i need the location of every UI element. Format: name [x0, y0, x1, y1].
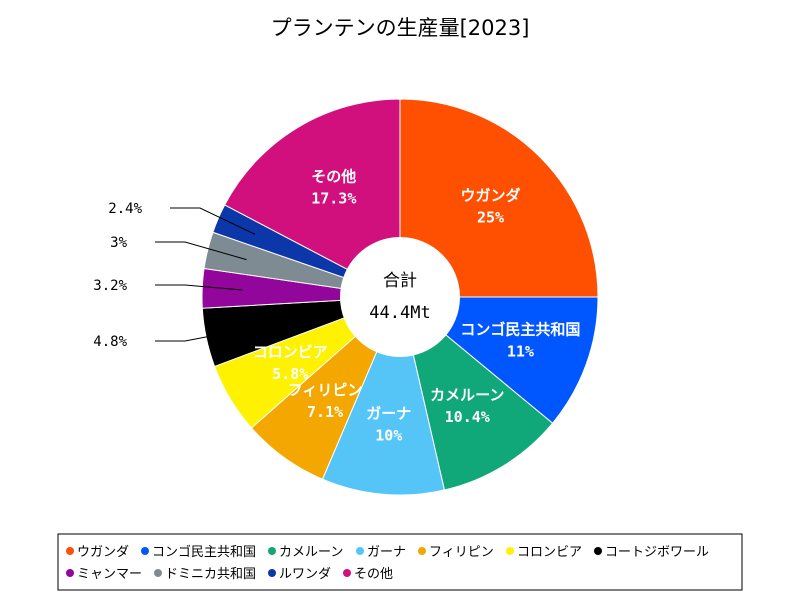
legend-label-0: ウガンダ: [77, 545, 129, 560]
legend-marker-4: [418, 547, 426, 555]
legend-marker-7: [66, 569, 74, 577]
slice-5-value-label: 5.8%: [272, 365, 308, 383]
legend-marker-8: [154, 569, 162, 577]
slice-labels: ウガンダ 25% コンゴ民主共和国 11% カメルーン 10.4% ガーナ 10% フィリピン 7…: [93, 167, 580, 444]
legend-label-1: コンゴ民主共和国: [152, 544, 256, 560]
slice-3-value-label: 10%: [375, 427, 402, 445]
slice-10-name-label: その他: [311, 167, 356, 185]
legend-label-5: コロンビア: [517, 545, 582, 560]
slice-2-value-label: 10.4%: [445, 408, 490, 426]
slice-7-value-label: 3.2%: [93, 278, 127, 294]
slice-10-value-label: 17.3%: [311, 189, 356, 207]
legend-marker-6: [594, 547, 602, 555]
legend-label-8: ドミニカ共和国: [165, 567, 256, 582]
legend-marker-5: [506, 547, 514, 555]
slice-4-name-label: フィリピン: [288, 381, 363, 399]
slice-10: [224, 98, 401, 298]
legend: ウガンダ コンゴ民主共和国 カメルーン ガーナ フィリピン コロンビア コートジボワールミャ…: [66, 544, 709, 582]
slice-1-value-label: 11%: [507, 342, 534, 360]
slice-7-leader-line: [155, 284, 243, 291]
legend-label-2: カメルーン: [279, 545, 343, 560]
legend-marker-10: [343, 569, 351, 577]
slice-0-value-label: 25%: [477, 208, 504, 226]
donut-hole: [340, 237, 460, 357]
legend-marker-1: [141, 547, 149, 555]
slice-3-name-label: ガーナ: [366, 405, 411, 423]
legend-marker-9: [268, 569, 276, 577]
slice-9-value-label: 2.4%: [108, 201, 142, 217]
slice-2: [399, 295, 554, 491]
legend-marker-3: [356, 547, 364, 555]
slice-3: [321, 295, 446, 496]
legend-label-7: ミャンマー: [77, 567, 142, 582]
slice-8-leader-line: [155, 241, 247, 261]
slice-0-name-label: ウガンダ: [461, 186, 521, 204]
legend-label-9: ルワンダ: [279, 567, 331, 582]
legend-label-6: コートジボワール: [605, 545, 709, 560]
slice-4-value-label: 7.1%: [307, 403, 343, 421]
slice-2-name-label: カメルーン: [430, 386, 504, 404]
slice-6-value-label: 4.8%: [93, 334, 127, 350]
slice-8-value-label: 3%: [110, 235, 127, 251]
slice-0: [399, 98, 599, 298]
legend-label-3: ガーナ: [367, 545, 406, 560]
slice-1-name-label: コンゴ民主共和国: [460, 320, 580, 338]
legend-marker-2: [268, 547, 276, 555]
slice-9-leader-line: [170, 207, 256, 235]
legend-box: [57, 533, 743, 591]
legend-marker-0: [66, 547, 74, 555]
legend-label-10: その他: [354, 567, 393, 582]
slice-5-name-label: コロンビア: [253, 343, 328, 361]
center-label: 合計: [383, 271, 417, 291]
center-value: 44.4Mt: [369, 303, 430, 323]
legend-label-4: フィリピン: [429, 545, 494, 560]
chart-title: プランテンの生産量[2023]: [271, 16, 530, 40]
slice-6-leader-line: [155, 329, 246, 342]
